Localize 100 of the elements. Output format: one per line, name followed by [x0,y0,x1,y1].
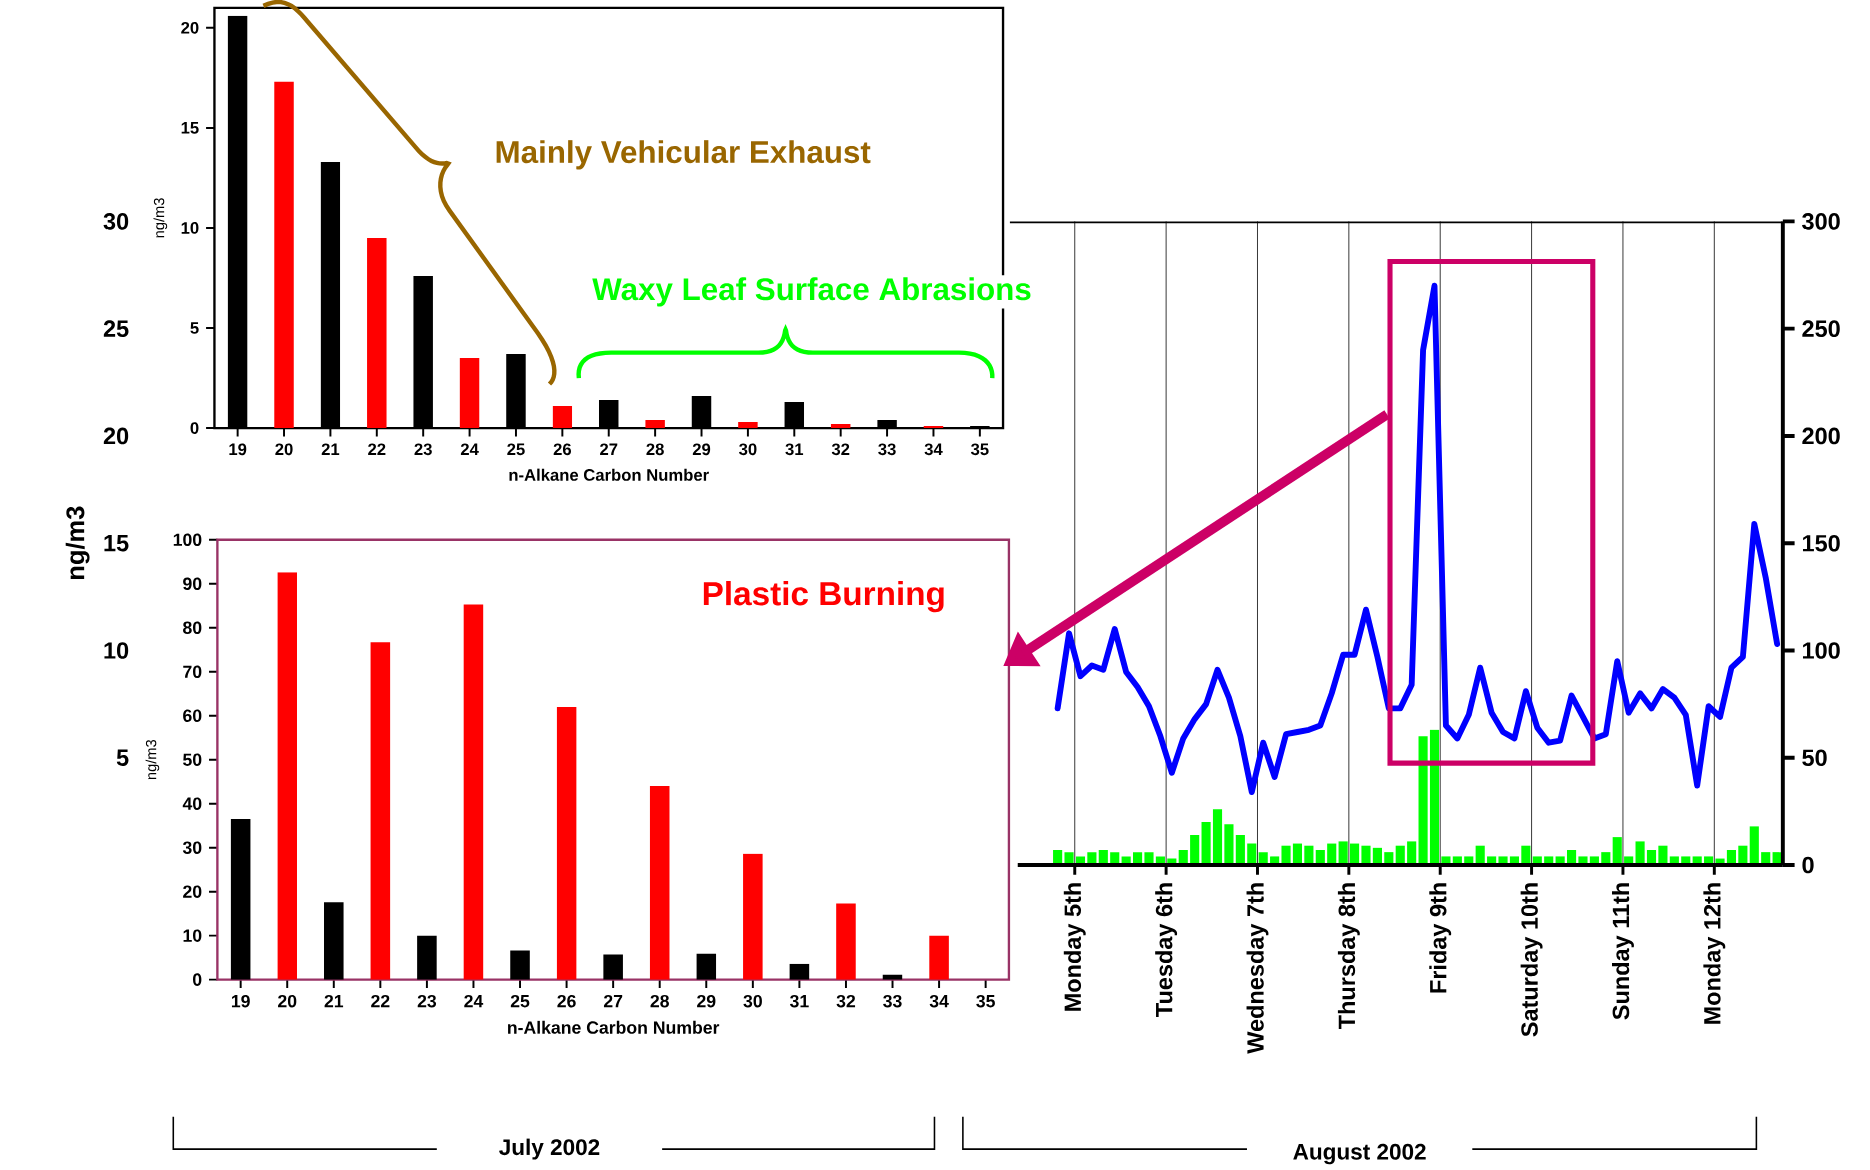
bar [1212,809,1223,866]
y2-tick-label: 100 [1802,642,1840,659]
y-tick-label: 30 [103,213,129,230]
x-tick-label: 22 [368,443,386,456]
bar [923,426,944,429]
y-tick-label: 25 [103,320,129,338]
bar [738,422,758,429]
bar [1498,856,1508,866]
y-axis-title: ng/m3 [145,740,160,780]
x-tick-label: 34 [924,443,943,456]
y-tick-label: 10 [183,929,202,943]
x-tick-label: 25 [510,995,530,1008]
x-tick-label: 35 [976,995,995,1008]
bar [929,935,949,980]
x-tick-label: 27 [603,995,623,1008]
annotation: Plastic Burning [703,581,944,613]
x-tick-label: 28 [650,995,669,1008]
annotation: Mainly Vehicular Exhaust [496,140,871,170]
y-tick-label: 50 [183,753,202,767]
bar [830,424,851,429]
x-tick-label: Monday 5th [1063,883,1086,1011]
x-tick-label: 33 [883,995,902,1008]
bar [789,963,810,980]
text: August 2002 [1293,1143,1426,1165]
bar [1429,730,1440,866]
bar [1635,841,1645,866]
x-tick-label: 30 [743,995,762,1008]
x-axis-title: n-Alkane Carbon Number [508,1021,720,1034]
bar [1201,822,1211,866]
x-tick-label: 28 [646,443,664,456]
x-tick-label: 19 [231,995,250,1008]
y-tick-label: 20 [103,427,129,445]
x-tick-label: 21 [324,995,344,1008]
y-tick-label: 0 [190,422,199,435]
bar [552,406,573,429]
x-tick-label: 23 [414,443,432,456]
y-tick-label: 15 [181,122,199,134]
y2-tick-label: 200 [1802,427,1840,445]
x-tick-label: 22 [371,995,390,1008]
bar [1612,837,1622,866]
y-tick-label: 15 [104,535,129,552]
x-tick-label: 24 [460,443,479,456]
y2-tick-label: 50 [1802,749,1827,767]
x-tick-label: 29 [692,443,711,456]
bar [1281,845,1291,866]
x-tick-label: Friday 9th [1429,883,1452,993]
x-tick-label: Wednesday 7th [1246,883,1269,1054]
y-tick-label: 5 [190,322,199,334]
x-tick-label: 26 [557,995,576,1008]
y-tick-label: 100 [173,533,202,547]
x-tick-label: 20 [278,995,297,1008]
y-tick-label: 10 [104,642,129,659]
y-tick-label: 60 [183,709,202,723]
y2-tick-label: 300 [1802,213,1840,230]
x-tick-label: 23 [417,995,437,1008]
x-tick-label: 20 [275,443,293,456]
x-tick-label: Thursday 8th [1337,883,1360,1030]
y-tick-label: 10 [181,222,199,234]
bar [367,238,387,429]
bar [274,82,294,429]
x-tick-label: 26 [553,443,572,456]
bar [743,853,763,980]
bar [649,786,670,980]
y2-tick-label: 250 [1802,320,1840,338]
bar [645,420,665,429]
y-tick-label: 40 [182,797,202,811]
bar [1749,826,1759,866]
y-tick-label: 20 [181,22,199,34]
x-tick-label: 19 [229,443,247,456]
x-tick-label: 31 [789,995,809,1008]
y-tick-label: 90 [183,577,202,591]
bar [1235,835,1245,866]
bar [459,358,480,429]
x-tick-label: 24 [464,995,484,1008]
y-tick-label: 30 [182,841,202,855]
bar [277,572,297,980]
x-tick-label: 35 [970,443,989,456]
bar [1064,852,1074,866]
bar [370,642,391,980]
x-tick-label: 32 [831,443,850,456]
x-tick-label: Tuesday 6th [1155,883,1178,1018]
x-axis-title: n-Alkane Carbon Number [509,468,709,482]
y-axis-title: ng/m3 [65,506,90,580]
x-tick-label: 33 [878,443,896,456]
y2-tick-label: 150 [1802,535,1840,552]
bar [836,903,856,980]
x-tick-label: 30 [739,443,757,456]
x-tick-label: 25 [507,443,525,456]
bar [1407,841,1417,866]
bar [696,953,717,980]
bar [324,902,344,980]
annotation: Waxy Leaf Surface Abrasions [592,277,1031,307]
text: July 2002 [499,1138,600,1160]
y-axis-title: ng/m3 [153,198,168,238]
bar [1338,841,1348,866]
bar [510,950,530,980]
x-tick-label: 29 [697,995,716,1008]
y2-tick-label: 0 [1802,856,1814,874]
bar [463,604,484,980]
x-tick-label: 27 [600,443,618,456]
